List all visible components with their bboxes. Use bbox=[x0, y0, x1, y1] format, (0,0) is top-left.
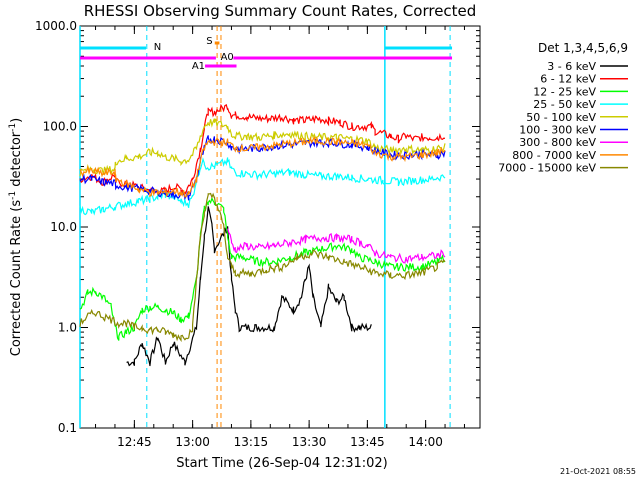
legend-label: 7000 - 15000 keV bbox=[498, 162, 596, 175]
y-tick-label: 0.1 bbox=[58, 421, 77, 435]
series-line-3 bbox=[79, 157, 446, 216]
plot-frame bbox=[79, 25, 481, 429]
y-axis-label: Corrected Count Rate (s-1 detector-1) bbox=[8, 118, 24, 356]
footer-timestamp: 21-Oct-2021 08:55 bbox=[560, 467, 636, 476]
y-axis-label-mid: detector bbox=[9, 131, 24, 191]
x-tick-label: 13:30 bbox=[292, 435, 327, 449]
series-line-2 bbox=[79, 196, 446, 341]
x-tick-label: 12:45 bbox=[117, 435, 152, 449]
y-axis-label-text: Corrected Count Rate (s bbox=[9, 200, 24, 357]
legend-label: 300 - 800 keV bbox=[519, 136, 596, 149]
x-tick-label: 13:00 bbox=[175, 435, 210, 449]
legend-label: 25 - 50 keV bbox=[533, 98, 596, 111]
legend-label: 800 - 7000 keV bbox=[512, 149, 596, 162]
annotation-label: A1 bbox=[192, 61, 205, 72]
series-line-4 bbox=[79, 118, 446, 177]
y-axis-label-end: ) bbox=[9, 118, 24, 123]
annotation-label: S bbox=[206, 36, 212, 47]
x-tick-label: 13:15 bbox=[234, 435, 269, 449]
series-line-8 bbox=[79, 192, 446, 343]
legend-label: 100 - 300 keV bbox=[519, 124, 596, 137]
y-axis-label-sup1: -1 bbox=[8, 191, 18, 200]
legend-title: Det 1,3,4,5,6,9 bbox=[538, 41, 628, 55]
x-tick-label: 14:00 bbox=[408, 435, 443, 449]
y-tick-label: 1000.0 bbox=[35, 19, 77, 33]
series-line-6 bbox=[227, 228, 446, 264]
x-tick-label: 13:45 bbox=[350, 435, 385, 449]
chart-marks: 1000.0 100.0 10.0 1.0 0.1 12:45 13:00 13:15 13:3… bbox=[35, 19, 480, 449]
legend-label: 6 - 12 keV bbox=[540, 73, 596, 86]
legend-label: 3 - 6 keV bbox=[547, 60, 596, 73]
y-tick-label: 10.0 bbox=[50, 220, 77, 234]
chart-title: RHESSI Observing Summary Count Rates, Co… bbox=[84, 2, 477, 20]
legend-label: 12 - 25 keV bbox=[533, 85, 596, 98]
legend-label: 50 - 100 keV bbox=[526, 111, 596, 124]
annotation-label: N bbox=[154, 42, 161, 53]
series-line-7 bbox=[79, 135, 446, 198]
y-tick-label: 1.0 bbox=[58, 321, 77, 335]
annotation-label: A0 bbox=[221, 52, 234, 63]
series-line-0 bbox=[126, 206, 372, 367]
y-axis-label-sup2: -1 bbox=[8, 123, 18, 132]
y-tick-label: 100.0 bbox=[43, 120, 77, 134]
x-axis-label: Start Time (26-Sep-04 12:31:02) bbox=[176, 456, 387, 471]
